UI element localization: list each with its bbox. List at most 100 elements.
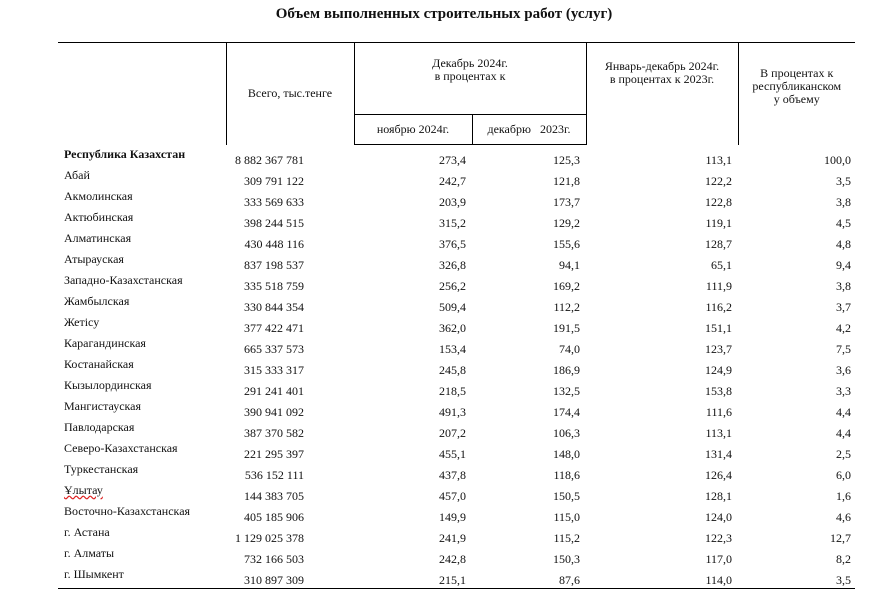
- dec-percent: 150,3: [553, 552, 580, 566]
- share-percent: 7,5: [836, 342, 851, 356]
- total-value: 1 129 025 378: [235, 531, 304, 545]
- total-value: 536 152 111: [244, 468, 304, 482]
- nov-percent: 215,1: [354, 567, 472, 589]
- share-percent: 12,7: [830, 531, 851, 545]
- jan-dec-percent: 124,0: [705, 510, 732, 524]
- table-row: г. Алматы 732 166 503 242,8 150,3 117,0 8,2: [58, 546, 855, 567]
- share-percent: 4,8: [836, 237, 851, 251]
- share-percent: 4,5: [836, 216, 851, 230]
- header-jan-dec: Январь-декабрь 2024г. в процентах к 2023…: [585, 42, 738, 145]
- header-share-text: В процентах к республиканском у объему: [752, 66, 842, 106]
- table-row: Атырауская 837 198 537 326,8 94,1 65,1 9,4: [58, 252, 855, 273]
- dec-percent: 148,0: [553, 447, 580, 461]
- table-row: г. Шымкент 310 897 309 215,1 87,6 114,0 3,5: [58, 567, 855, 589]
- region-name: Абай: [64, 168, 90, 182]
- header-dec-group-text: Декабрь 2024г. в процентах к: [432, 56, 508, 83]
- jan-dec-percent: 131,4: [705, 447, 732, 461]
- header-name: [58, 42, 226, 145]
- table-row: г. Астана 1 129 025 378 241,9 115,2 122,3 12,…: [58, 525, 855, 546]
- nov-percent: 242,7: [439, 174, 466, 188]
- jan-dec-percent: 122,3: [705, 531, 732, 545]
- region-name: Акмолинская: [64, 189, 133, 203]
- table-row: Восточно-Казахстанская 405 185 906 149,9 11…: [58, 504, 855, 525]
- region-name: Ұлытау: [64, 483, 103, 497]
- total-value: 221 295 397: [244, 447, 304, 461]
- region-name: Алматинская: [64, 231, 132, 245]
- total-value: 310 897 309: [226, 567, 354, 589]
- page-title: Объем выполненных строительных работ (ус…: [275, 6, 613, 22]
- share-percent: 3,5: [738, 567, 855, 589]
- nov-percent: 491,3: [439, 405, 466, 419]
- share-percent: 1,6: [836, 489, 851, 503]
- share-percent: 100,0: [824, 153, 851, 167]
- region-name: Актюбинская: [64, 210, 134, 224]
- table-row: Туркестанская 536 152 111 437,8 118,6 126,4 6…: [58, 462, 855, 483]
- nov-percent: 203,9: [439, 195, 466, 209]
- nov-percent: 273,4: [439, 153, 466, 167]
- dec-percent: 173,7: [553, 195, 580, 209]
- region-name: Жамбылская: [64, 294, 130, 308]
- nov-percent: 153,4: [439, 342, 466, 356]
- jan-dec-percent: 151,1: [705, 321, 732, 335]
- jan-dec-percent: 128,7: [705, 237, 732, 251]
- dec-percent: 150,5: [553, 489, 580, 503]
- total-value: 398 244 515: [244, 216, 304, 230]
- jan-dec-percent: 65,1: [711, 258, 732, 272]
- region-name: Карагандинская: [64, 336, 146, 350]
- nov-percent: 149,9: [439, 510, 466, 524]
- nov-percent: 218,5: [439, 384, 466, 398]
- total-value: 405 185 906: [244, 510, 304, 524]
- nov-percent: 242,8: [439, 552, 466, 566]
- dec-percent: 115,2: [553, 531, 580, 545]
- share-percent: 3,5: [836, 174, 851, 188]
- jan-dec-percent: 111,6: [705, 405, 732, 419]
- header-dec-group: Декабрь 2024г. в процентах к: [353, 42, 586, 115]
- nov-percent: 457,0: [439, 489, 466, 503]
- share-percent: 3,8: [836, 279, 851, 293]
- dec-percent: 169,2: [553, 279, 580, 293]
- dec-percent: 121,8: [553, 174, 580, 188]
- dec-percent: 191,5: [553, 321, 580, 335]
- table-row: Павлодарская 387 370 582 207,2 106,3 113,1 4,…: [58, 420, 855, 441]
- table-row: Западно-Казахстанская 335 518 759 256,2 169…: [58, 273, 855, 294]
- table-row: Ұлытау 144 383 705 457,0 150,5 128,1 1,6: [58, 483, 855, 504]
- total-value: 330 844 354: [244, 300, 304, 314]
- nov-percent: 241,9: [439, 531, 466, 545]
- share-percent: 3,3: [836, 384, 851, 398]
- jan-dec-percent: 113,1: [705, 426, 732, 440]
- header-jan-dec-text: Январь-декабрь 2024г. в процентах к 2023…: [604, 59, 720, 86]
- nov-percent: 256,2: [439, 279, 466, 293]
- share-percent: 6,0: [836, 468, 851, 482]
- nov-percent: 437,8: [439, 468, 466, 482]
- region-name: Республика Казахстан: [64, 146, 186, 161]
- region-name: Павлодарская: [64, 420, 135, 434]
- jan-dec-percent: 123,7: [705, 342, 732, 356]
- table-row: Акмолинская 333 569 633 203,9 173,7 122,8 3,8: [58, 189, 855, 210]
- nov-percent: 376,5: [439, 237, 466, 251]
- jan-dec-percent: 113,1: [705, 153, 732, 167]
- total-value: 335 518 759: [244, 279, 304, 293]
- total-value: 315 333 317: [244, 363, 304, 377]
- dec-percent: 115,0: [553, 510, 580, 524]
- jan-dec-percent: 124,9: [705, 363, 732, 377]
- region-name: г. Алматы: [64, 546, 115, 560]
- region-name: Костанайская: [64, 357, 134, 371]
- jan-dec-percent: 117,0: [705, 552, 732, 566]
- region-name: Западно-Казахстанская: [64, 273, 183, 287]
- nov-percent: 362,0: [439, 321, 466, 335]
- dec-percent: 174,4: [553, 405, 580, 419]
- table-row: Северо-Казахстанская 221 295 397 455,1 148,…: [58, 441, 855, 462]
- share-percent: 3,7: [836, 300, 851, 314]
- region-name: Кызылординская: [64, 378, 152, 392]
- share-percent: 4,2: [836, 321, 851, 335]
- region-name: Жетісу: [64, 315, 100, 329]
- jan-dec-percent: 153,8: [705, 384, 732, 398]
- table-row: Кызылординская 291 241 401 218,5 132,5 153,8…: [58, 378, 855, 399]
- dec-percent: 106,3: [553, 426, 580, 440]
- region-name: Восточно-Казахстанская: [64, 504, 191, 518]
- region-name: г. Шымкент: [58, 567, 226, 589]
- total-value: 8 882 367 781: [235, 153, 304, 167]
- region-name: Мангистауская: [64, 399, 142, 413]
- table-body: Республика Казахстан 8 882 367 781 273,4 12…: [58, 145, 855, 589]
- total-value: 377 422 471: [244, 321, 304, 335]
